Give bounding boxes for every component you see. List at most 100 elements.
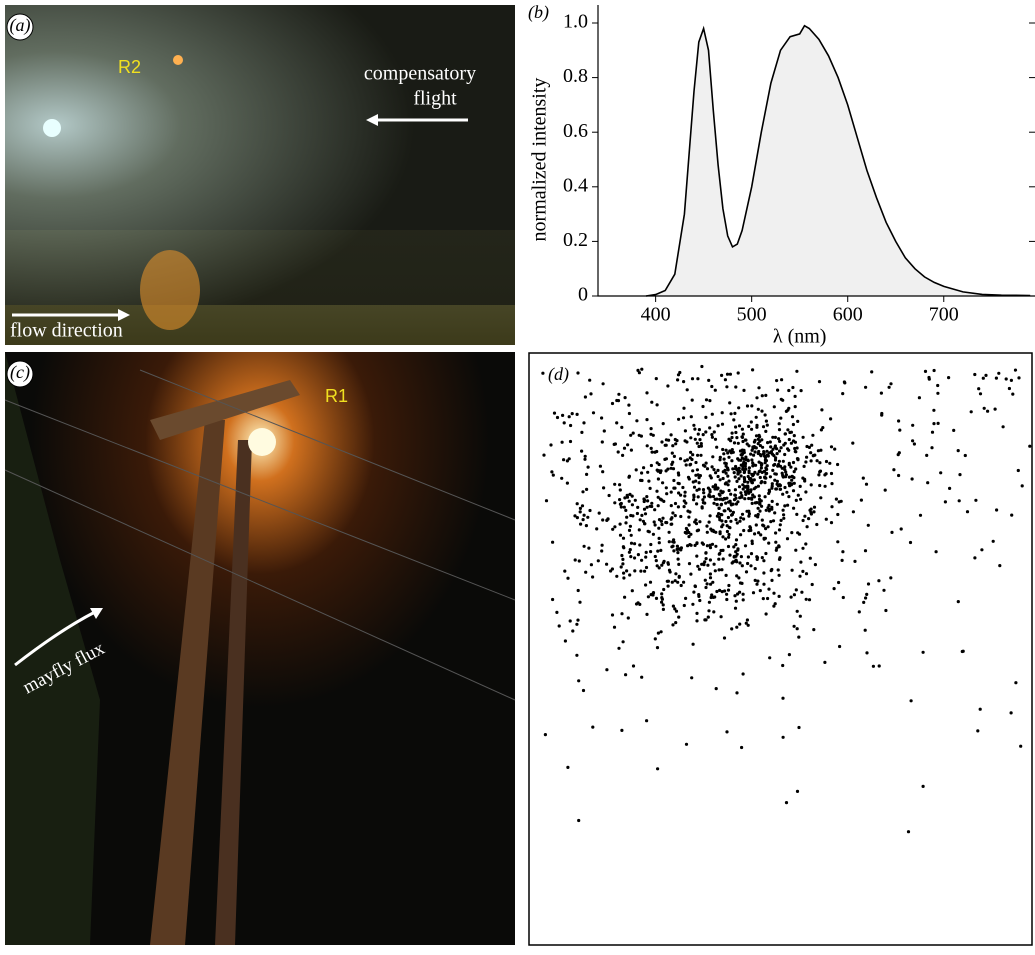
track-dot xyxy=(568,439,573,444)
track-dot xyxy=(757,449,761,454)
track-dot xyxy=(819,448,823,452)
track-dot xyxy=(657,518,662,522)
track-dot xyxy=(588,378,592,382)
track-dot xyxy=(726,451,730,455)
track-dot xyxy=(732,498,737,502)
track-dot xyxy=(616,450,620,454)
track-dot xyxy=(695,554,699,558)
track-dot xyxy=(793,446,797,451)
track-dot xyxy=(673,501,678,506)
track-dot xyxy=(788,481,792,485)
track-dot xyxy=(637,371,642,375)
track-dot xyxy=(671,544,675,548)
track-dot xyxy=(755,582,759,586)
track-dot xyxy=(622,571,626,575)
track-dot xyxy=(758,444,763,448)
track-dot xyxy=(790,474,794,478)
track-dot xyxy=(697,481,701,485)
track-dot xyxy=(676,557,680,561)
track-dot xyxy=(681,416,686,420)
track-dot xyxy=(654,377,658,381)
track-dot xyxy=(617,646,621,650)
track-dot xyxy=(819,496,823,500)
track-dot xyxy=(672,486,676,490)
track-dot xyxy=(674,621,678,625)
track-dot xyxy=(818,470,822,474)
track-dot xyxy=(699,453,703,457)
track-dot xyxy=(696,377,700,381)
track-dot xyxy=(786,408,790,412)
track-dot xyxy=(708,558,713,562)
track-dot xyxy=(763,480,767,484)
track-dot xyxy=(773,602,777,606)
track-dot xyxy=(683,494,687,498)
track-dot xyxy=(671,511,675,515)
track-dot xyxy=(694,522,699,526)
track-dot xyxy=(675,439,679,443)
track-dot xyxy=(712,430,716,434)
track-dot xyxy=(760,438,764,442)
track-dot xyxy=(622,505,626,509)
track-dot xyxy=(761,597,765,601)
track-dot xyxy=(710,412,714,416)
track-dot xyxy=(578,506,583,510)
track-dot xyxy=(743,490,748,494)
track-dot xyxy=(782,516,786,520)
track-dot xyxy=(610,401,615,406)
track-dot xyxy=(779,446,783,450)
track-dot xyxy=(639,434,644,438)
track-dot xyxy=(751,445,755,449)
track-dot xyxy=(877,579,881,583)
track-dot xyxy=(790,415,795,419)
track-dot xyxy=(646,499,650,503)
track-dot xyxy=(769,450,774,454)
track-dot xyxy=(739,458,743,462)
track-dot xyxy=(715,445,719,449)
track-dot xyxy=(719,503,723,507)
track-dot xyxy=(932,368,936,373)
track-dot xyxy=(636,368,640,372)
track-dot xyxy=(695,488,699,492)
track-dot xyxy=(781,459,785,463)
track-dot xyxy=(583,457,587,461)
track-dot xyxy=(753,567,757,571)
track-dot xyxy=(721,476,725,481)
track-dot xyxy=(762,571,766,575)
track-dot xyxy=(687,530,691,535)
track-dot xyxy=(716,474,720,479)
track-dot xyxy=(679,548,683,552)
track-dot xyxy=(777,422,781,426)
track-dot xyxy=(622,576,626,580)
track-dot xyxy=(565,459,570,463)
track-dot xyxy=(697,567,702,571)
track-dot xyxy=(776,568,780,572)
track-dot xyxy=(605,668,609,672)
track-dot xyxy=(963,453,967,458)
track-dot xyxy=(691,602,695,606)
track-dot xyxy=(795,512,799,517)
track-dot xyxy=(823,660,827,665)
track-dot xyxy=(618,522,622,526)
track-dot xyxy=(760,518,764,522)
track-dot xyxy=(1010,513,1014,517)
track-dot xyxy=(813,453,817,457)
track-dot xyxy=(774,548,778,552)
track-dot xyxy=(742,470,747,474)
track-dot xyxy=(576,588,580,593)
track-dot xyxy=(602,429,606,433)
track-dot xyxy=(633,569,637,573)
track-dot xyxy=(708,514,712,518)
track-dot xyxy=(767,587,771,591)
track-dot xyxy=(809,451,813,455)
track-dot xyxy=(773,472,777,476)
track-dot xyxy=(702,495,707,499)
track-dot xyxy=(566,576,570,580)
track-dot xyxy=(744,492,748,496)
track-dot xyxy=(918,513,923,517)
track-dot xyxy=(812,628,816,632)
track-dot xyxy=(788,484,792,488)
track-dot xyxy=(669,466,673,470)
track-dot xyxy=(863,549,868,553)
track-dot xyxy=(639,478,643,482)
